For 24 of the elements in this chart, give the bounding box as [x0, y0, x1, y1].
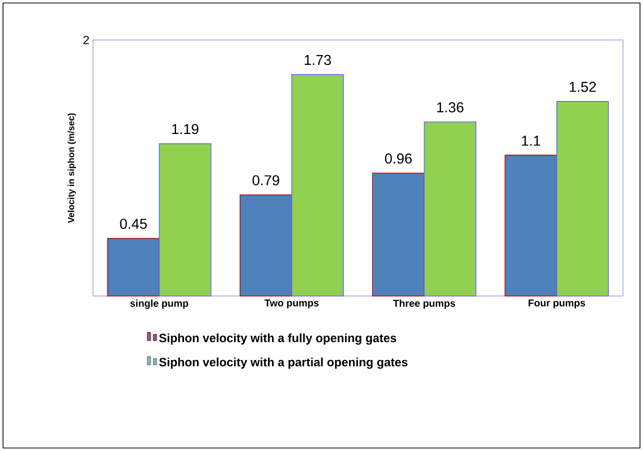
bar [240, 194, 292, 296]
data-label: 1.19 [172, 124, 198, 134]
data-label: 0.79 [252, 175, 280, 186]
data-label: 1.52 [570, 82, 596, 92]
data-label: 1.36 [437, 102, 464, 112]
x-tick-label: Three pumps [393, 300, 456, 309]
data-label: 1.73 [304, 54, 331, 66]
x-tick-label: Four pumps [528, 300, 586, 308]
bar [107, 238, 160, 296]
data-label: 1.1 [522, 136, 540, 146]
y-axis-title: Velocity in siphon (m/sec) [68, 113, 76, 223]
legend-label: Siphon velocity with a fully opening gates [159, 333, 396, 345]
bar [158, 143, 212, 296]
bar [424, 122, 476, 296]
bar [291, 74, 344, 296]
legend-label: Siphon velocity with a partial opening gates [159, 358, 408, 369]
bar [556, 101, 609, 296]
bar [504, 154, 558, 296]
data-label: 0.96 [385, 153, 412, 164]
x-tick-label: single pump [130, 300, 188, 309]
y-tick-label: 2 [83, 36, 89, 44]
bar [372, 172, 425, 296]
x-tick-label: Two pumps [264, 300, 319, 308]
data-label: 0.45 [120, 218, 147, 229]
